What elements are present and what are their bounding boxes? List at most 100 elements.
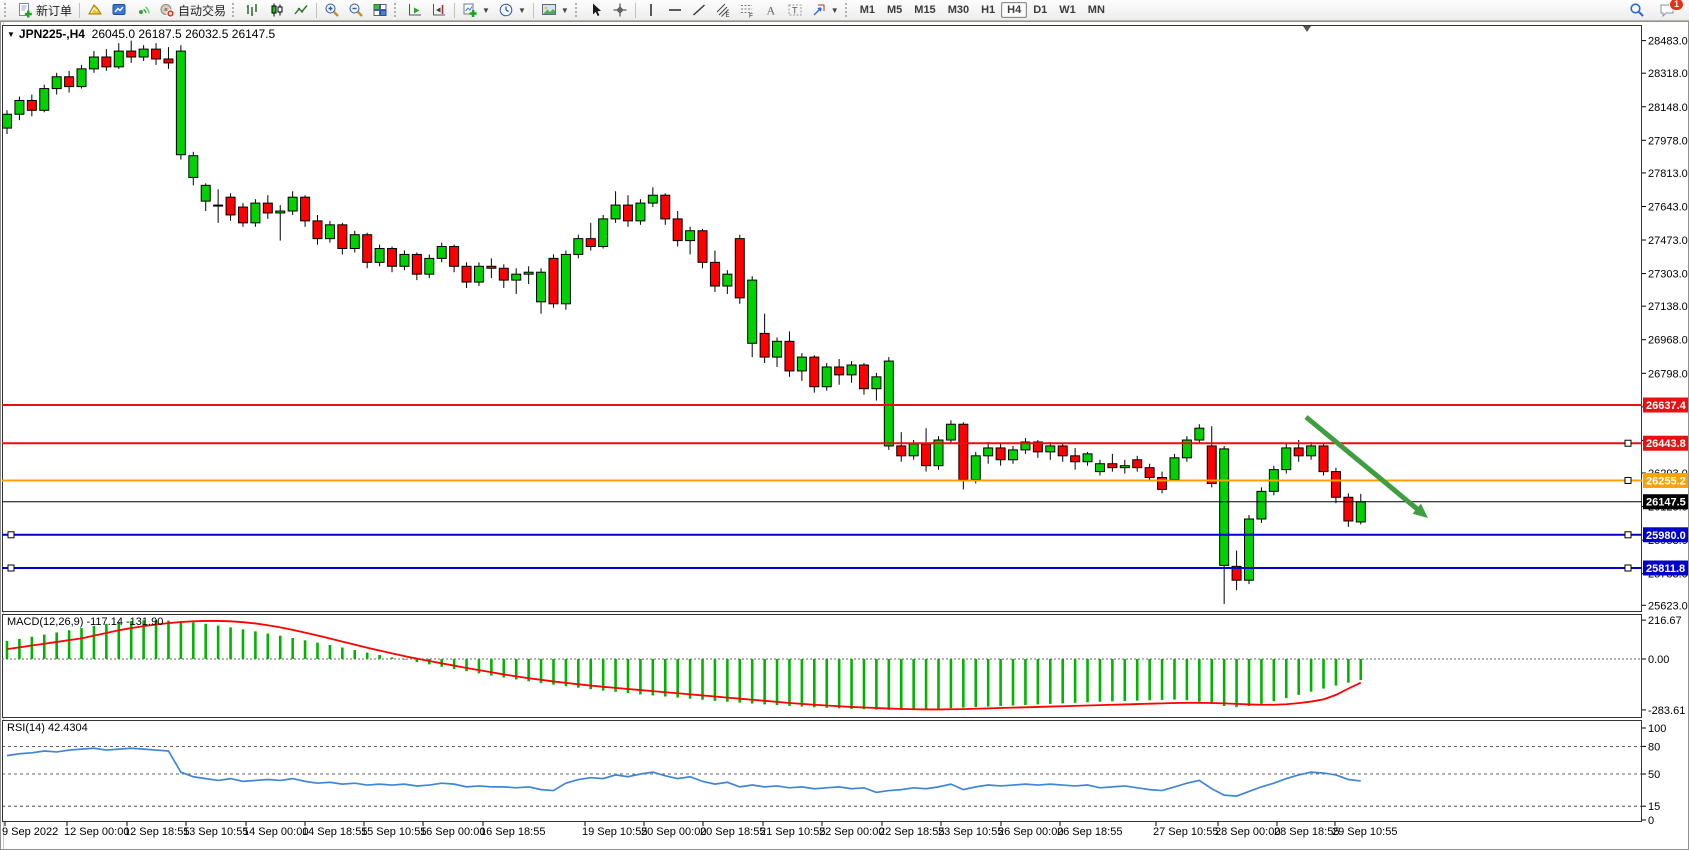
candle-down <box>300 196 311 222</box>
candlestick-chart-button[interactable] <box>265 2 289 19</box>
hline-handle-right[interactable] <box>1624 476 1632 484</box>
auto-scroll-icon <box>409 4 422 16</box>
candle-up <box>113 50 124 68</box>
time-label: 14 Sep 00:00 <box>243 826 308 838</box>
hline-handle-right[interactable] <box>1624 531 1632 539</box>
timeframe-M1[interactable]: M1 <box>859 4 875 16</box>
candle-down <box>896 445 907 457</box>
cursor-tool-button[interactable] <box>584 2 608 19</box>
time-label: 27 Sep 10:55 <box>1153 826 1218 838</box>
candle-up <box>1194 427 1205 441</box>
candle-up <box>970 455 981 481</box>
price-tick-label: 28148.0 <box>1648 102 1688 114</box>
candle-down <box>734 238 745 299</box>
time-label: 9 Sep 2022 <box>2 826 58 838</box>
candle-up <box>138 48 149 58</box>
ohlc-values: 26045.0 26187.5 26032.5 26147.5 <box>91 27 276 41</box>
channel-tool[interactable]: E <box>711 2 735 19</box>
trend-arrow-head[interactable] <box>1412 503 1428 518</box>
autotrading-button[interactable]: 自动交易 <box>155 2 230 19</box>
hline-handle-right[interactable] <box>1624 439 1632 447</box>
rsi-panel-border <box>2 720 1642 822</box>
clock-icon <box>499 3 513 17</box>
profiles-button[interactable]: ▼ <box>537 2 573 19</box>
trendline-icon <box>692 4 705 16</box>
candle-up <box>511 273 522 281</box>
candle-down <box>64 76 75 88</box>
macd-tick-label: 216.67 <box>1648 615 1682 627</box>
line-chart-button[interactable] <box>289 2 313 19</box>
data-window-icon <box>112 4 126 15</box>
arrows-tool[interactable]: ▼ <box>807 2 843 19</box>
text-label-tool[interactable]: T <box>783 2 807 19</box>
chart-title[interactable]: ▼ JPN225-,H4 26045.0 26187.5 26032.5 2614… <box>7 27 275 41</box>
auto-scroll-button[interactable] <box>403 2 427 19</box>
candle-up <box>39 88 50 111</box>
bar-chart-button[interactable] <box>241 2 265 19</box>
candle-up <box>722 273 733 287</box>
time-label: 15 Sep 10:55 <box>361 826 426 838</box>
candle-down <box>1318 445 1329 473</box>
price-chip <box>1643 494 1688 510</box>
chat-button[interactable]: 1 <box>1655 0 1684 19</box>
candle-down <box>1157 477 1168 490</box>
new-order-button[interactable]: 新订单 <box>13 2 76 19</box>
hline-handle-right[interactable] <box>1624 564 1632 572</box>
candle-up <box>635 202 646 222</box>
signals-button[interactable] <box>131 2 155 19</box>
time-label: 14 Sep 18:55 <box>302 826 367 838</box>
candle-down <box>958 423 969 481</box>
timeframe-M30[interactable]: M30 <box>947 4 970 16</box>
price-chip-label: 25811.8 <box>1646 563 1685 575</box>
candle-up <box>747 279 758 344</box>
profiles-caret: ▼ <box>560 5 569 15</box>
crosshair-tool-button[interactable] <box>608 2 632 19</box>
candle-down <box>858 364 869 390</box>
candle-down <box>237 206 248 224</box>
candle-up <box>2 113 12 129</box>
autotrading-icon <box>160 4 175 18</box>
vertical-line-tool[interactable] <box>639 2 663 19</box>
period-clock-button[interactable]: ▼ <box>494 2 530 19</box>
timeframe-M15[interactable]: M15 <box>914 4 936 16</box>
candle-down <box>1132 459 1143 469</box>
text-tool[interactable]: A <box>759 2 783 19</box>
toolbar-grip[interactable] <box>4 3 11 17</box>
symbol-dropdown-icon[interactable]: ▼ <box>7 30 15 39</box>
timeframe-H4[interactable]: H4 <box>1001 2 1028 18</box>
trend-arrow[interactable] <box>1304 415 1422 514</box>
market-watch-icon <box>88 4 102 15</box>
candle-down <box>486 265 497 269</box>
candle-down <box>834 366 845 376</box>
svg-text:F: F <box>749 13 753 19</box>
candle-down <box>1057 445 1068 457</box>
market-watch-button[interactable] <box>83 2 107 19</box>
zoom-out-button[interactable] <box>344 2 368 19</box>
price-chip-label: 26637.4 <box>1646 400 1687 412</box>
trendline-tool[interactable] <box>687 2 711 19</box>
candle-up <box>1244 518 1254 581</box>
chart-shift-button[interactable] <box>427 2 451 19</box>
timeframe-M5[interactable]: M5 <box>887 4 903 16</box>
tile-windows-button[interactable] <box>368 2 392 19</box>
candle-up <box>473 265 484 283</box>
fibonacci-tool[interactable]: F <box>735 2 759 19</box>
chart-shift-marker[interactable] <box>1303 26 1311 32</box>
candle-up <box>610 204 621 220</box>
hline-handle-left[interactable] <box>7 531 15 539</box>
timeframe-H1[interactable]: H1 <box>981 4 996 16</box>
data-window-button[interactable] <box>107 2 131 19</box>
rsi-line <box>6 747 1361 797</box>
timeframe-W1[interactable]: W1 <box>1059 4 1076 16</box>
new-chart-button[interactable]: ▼ <box>458 2 494 19</box>
candle-down <box>784 340 795 372</box>
search-button[interactable] <box>1625 2 1649 19</box>
new-order-icon <box>19 3 32 18</box>
timeframe-MN[interactable]: MN <box>1087 4 1105 16</box>
horizontal-line-tool[interactable] <box>663 2 687 19</box>
timeframe-D1[interactable]: D1 <box>1033 4 1048 16</box>
zoom-in-button[interactable] <box>320 2 344 19</box>
time-label: 16 Sep 00:00 <box>420 826 485 838</box>
hline-handle-left[interactable] <box>7 564 15 572</box>
